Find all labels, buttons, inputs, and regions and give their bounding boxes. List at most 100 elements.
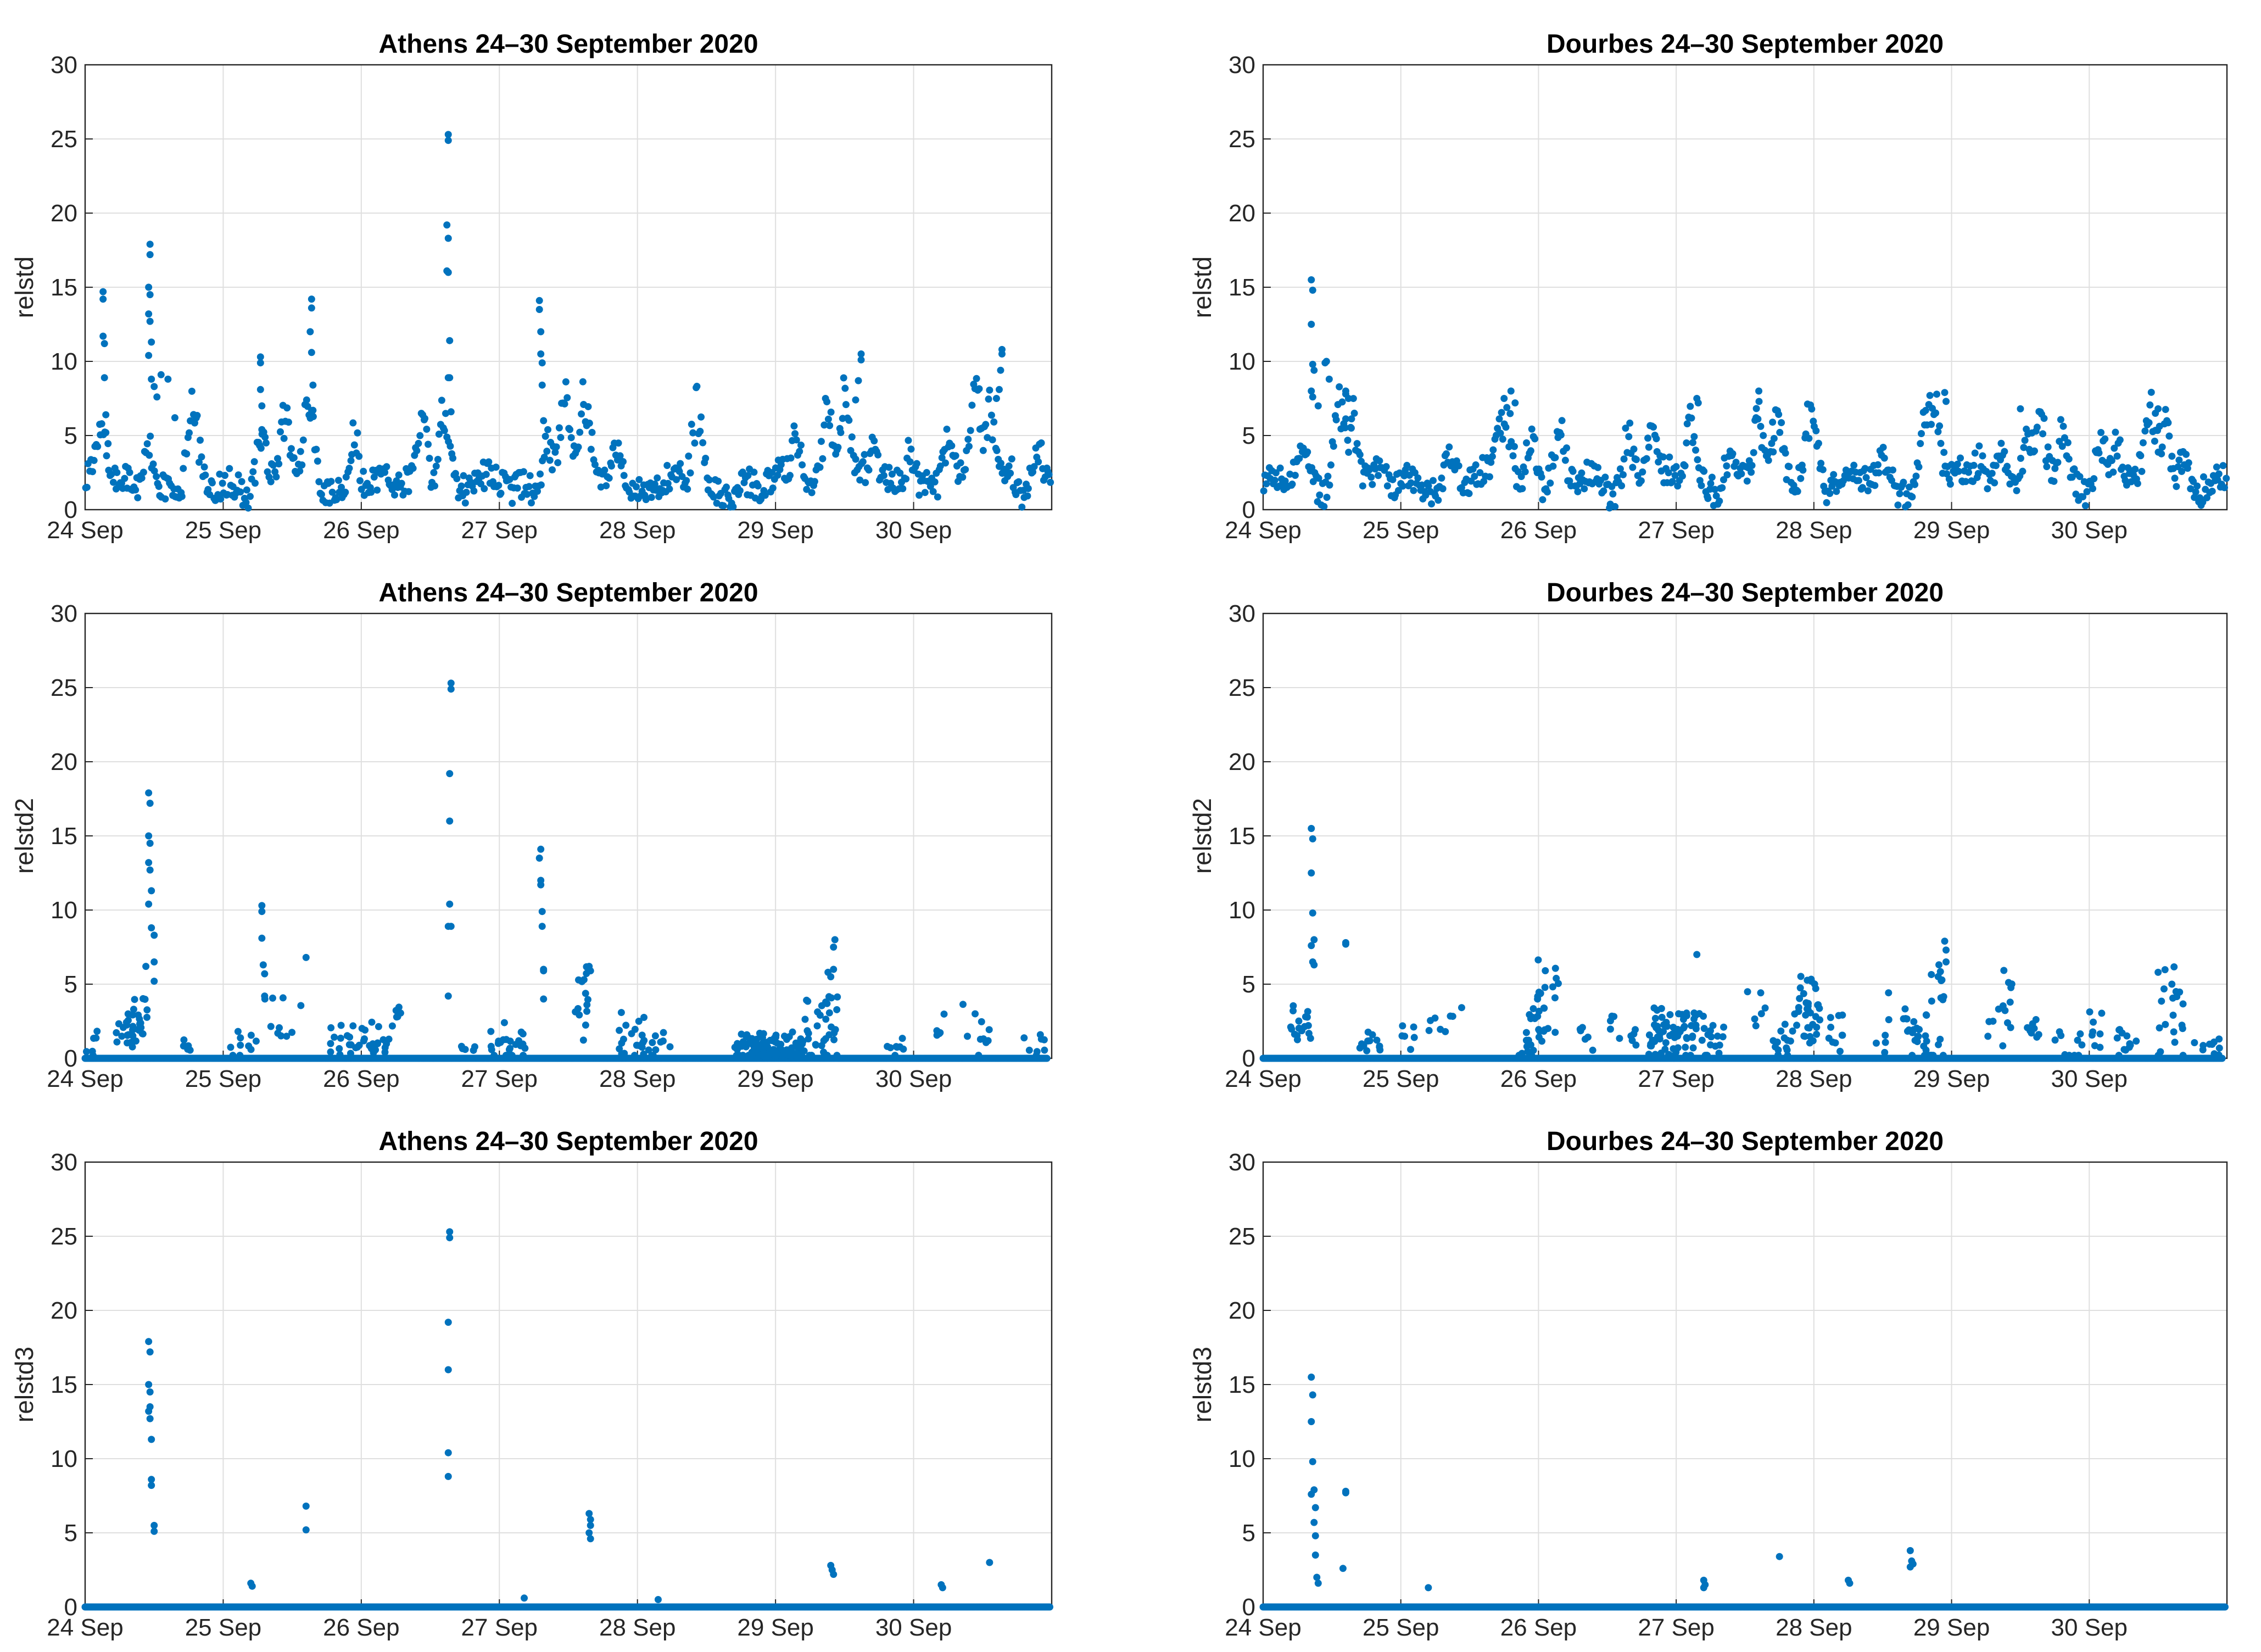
data-point xyxy=(312,445,320,453)
data-point xyxy=(1962,478,1969,485)
data-point xyxy=(1777,1027,1785,1035)
data-point xyxy=(509,500,516,507)
data-point xyxy=(959,1001,967,1008)
data-point xyxy=(862,479,869,487)
data-point xyxy=(90,456,98,464)
data-point xyxy=(2175,456,2183,464)
data-point xyxy=(2019,467,2026,475)
data-point xyxy=(1988,470,1996,477)
data-point xyxy=(549,466,556,473)
data-point xyxy=(1882,1031,1889,1039)
data-point xyxy=(619,1035,627,1043)
data-point xyxy=(101,340,108,348)
data-point xyxy=(1449,1013,1456,1020)
data-point xyxy=(356,477,364,484)
data-point xyxy=(249,468,257,476)
y-tick-label: 25 xyxy=(1229,674,1255,701)
data-point xyxy=(1979,452,1986,460)
data-point xyxy=(579,1036,587,1044)
data-point xyxy=(309,413,317,421)
data-point xyxy=(1913,1024,1921,1032)
data-point xyxy=(1645,443,1653,451)
data-point xyxy=(830,965,838,973)
data-point xyxy=(1366,466,1374,473)
data-point xyxy=(1281,477,1289,485)
data-point xyxy=(1929,1052,1937,1059)
data-point xyxy=(1910,1018,1918,1025)
data-point xyxy=(1303,1013,1311,1021)
data-point xyxy=(537,881,545,889)
data-point xyxy=(1309,478,1317,485)
data-point xyxy=(2003,462,2011,470)
data-point xyxy=(1430,477,1437,484)
data-point xyxy=(2139,439,2147,447)
data-point xyxy=(772,1031,780,1039)
data-point xyxy=(2137,452,2145,460)
data-point xyxy=(1399,1022,1406,1030)
data-point xyxy=(1765,456,1772,464)
data-point xyxy=(1260,487,1268,495)
data-point xyxy=(308,295,315,303)
data-point xyxy=(104,440,112,448)
data-point xyxy=(803,485,811,493)
y-tick-label: 30 xyxy=(1229,600,1255,627)
data-point xyxy=(1689,1032,1696,1040)
data-point xyxy=(761,492,769,499)
data-point xyxy=(812,1041,820,1049)
data-point xyxy=(834,993,841,1001)
data-point xyxy=(699,439,707,447)
data-point xyxy=(444,235,452,242)
data-point xyxy=(487,1028,495,1035)
data-point xyxy=(1020,1034,1028,1042)
data-point xyxy=(1682,1052,1690,1059)
panel-title: Dourbes 24–30 September 2020 xyxy=(1547,578,1944,607)
data-point xyxy=(314,457,321,465)
data-point xyxy=(1414,474,1422,482)
data-point xyxy=(1309,909,1316,917)
data-point xyxy=(1434,496,1442,504)
data-point xyxy=(237,1034,244,1042)
data-point xyxy=(562,378,570,386)
data-point xyxy=(103,452,110,460)
data-point xyxy=(684,485,691,493)
data-point xyxy=(601,466,608,474)
data-point xyxy=(1894,501,1902,509)
data-point xyxy=(1682,1043,1689,1051)
x-tick-label: 26 Sep xyxy=(323,1065,399,1092)
data-point xyxy=(2169,1011,2177,1019)
data-point xyxy=(1700,1025,1708,1032)
data-point xyxy=(373,486,381,494)
data-point xyxy=(1528,425,1536,433)
data-point xyxy=(1815,439,1822,447)
data-point xyxy=(381,1048,389,1056)
x-tick-label: 28 Sep xyxy=(1776,517,1852,544)
data-point xyxy=(1911,481,1919,488)
data-point xyxy=(270,461,277,469)
data-point xyxy=(242,499,250,506)
data-point xyxy=(1535,989,1543,996)
data-point xyxy=(1748,462,1756,470)
data-point xyxy=(979,447,987,454)
data-point xyxy=(1472,461,1480,469)
data-point xyxy=(557,434,565,442)
data-point xyxy=(1499,436,1506,443)
data-point xyxy=(82,1048,90,1056)
data-point xyxy=(1601,473,1609,481)
data-point xyxy=(1813,1023,1821,1031)
data-point xyxy=(2115,1052,2123,1059)
data-point xyxy=(1928,997,1935,1005)
data-point xyxy=(2215,1044,2223,1052)
data-point xyxy=(1629,464,1637,471)
data-point xyxy=(808,489,816,496)
data-point xyxy=(1917,440,1924,448)
data-point xyxy=(360,1037,367,1045)
data-point xyxy=(861,451,868,459)
data-point xyxy=(1633,456,1640,464)
data-point xyxy=(198,453,205,461)
data-point xyxy=(1534,1013,1542,1020)
data-point xyxy=(527,499,535,507)
data-point xyxy=(147,432,154,440)
x-tick-label: 30 Sep xyxy=(2051,1065,2128,1092)
data-point xyxy=(2172,988,2180,995)
